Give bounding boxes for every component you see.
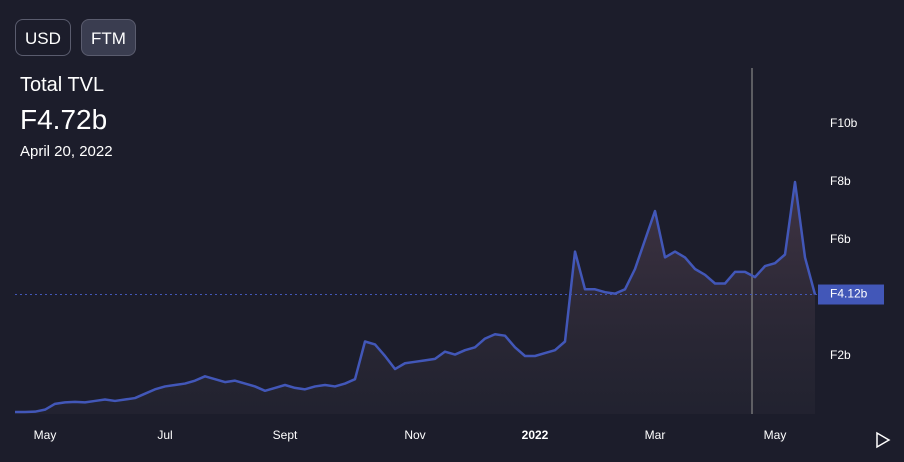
y-tick-label: F10b [830,116,858,130]
line [15,180,817,414]
y-tick-label: F8b [830,174,851,188]
play-icon[interactable] [876,431,891,449]
x-tick-label: May [764,428,787,442]
x-tick-label: Sept [273,428,298,442]
y-tick-label: F6b [830,232,851,246]
currency-button[interactable]: FTM [81,19,136,56]
x-tick-label: Jul [157,428,172,442]
title: Total TVL [20,74,105,96]
date: April 20, 2022 [20,143,113,160]
x-tick-label: 2022 [522,428,549,442]
value: F4.72b [20,104,108,135]
area [15,182,815,414]
currency-button[interactable]: USD [15,19,71,56]
last-value-label: F4.12b [830,287,868,301]
x-tick-label: May [34,428,57,442]
y-tick-label: F2b [830,348,851,362]
last-value-box [818,284,884,305]
x-tick-label: Nov [404,428,425,442]
x-tick-label: Mar [645,428,666,442]
